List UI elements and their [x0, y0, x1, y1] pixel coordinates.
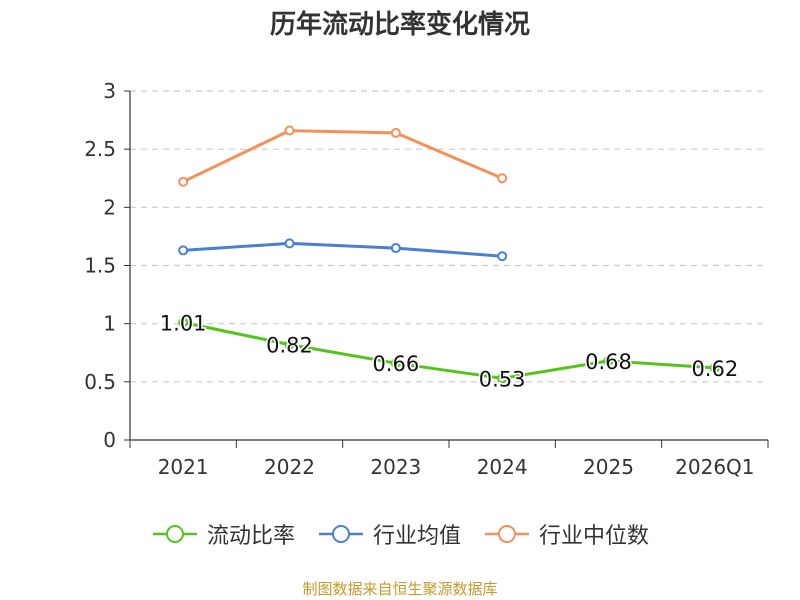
chart-title: 历年流动比率变化情况: [269, 10, 530, 40]
data-point: [178, 176, 189, 187]
legend-marker-industry-mean: [318, 525, 363, 543]
data-point: [178, 317, 189, 328]
legend-marker-current-ratio: [152, 525, 197, 543]
legend-item-current-ratio[interactable]: 流动比率: [151, 518, 295, 550]
y-tick-label: 0.5: [84, 370, 116, 394]
legend-label-current-ratio: 流动比率: [206, 524, 295, 549]
data-point: [390, 358, 401, 369]
data-point: [497, 373, 508, 384]
legend-label-industry-mean: 行业均值: [372, 524, 461, 549]
data-label: 1.01: [160, 312, 207, 336]
y-tick-label: 2: [103, 195, 116, 219]
series-line-0: [182, 321, 715, 380]
legend-item-industry-mean[interactable]: 行业均值: [317, 518, 461, 550]
data-point: [390, 127, 401, 138]
data-label: 0.68: [585, 350, 632, 374]
legend-label-industry-median: 行业中位数: [539, 524, 650, 549]
data-point: [284, 238, 295, 249]
x-tick-label: 2025: [583, 455, 634, 479]
x-tick-label: 2026Q1: [675, 455, 754, 479]
data-point: [497, 173, 508, 184]
data-label: 0.53: [479, 367, 526, 391]
data-point: [709, 362, 720, 373]
chart-legend: 流动比率 行业均值 行业中位数: [0, 518, 800, 550]
data-point: [284, 125, 295, 136]
data-label: 0.82: [266, 334, 313, 358]
legend-marker-industry-median: [485, 525, 529, 543]
data-label: 0.66: [372, 352, 419, 376]
data-label: 0.62: [691, 357, 738, 381]
data-point: [603, 355, 614, 366]
y-tick-label: 1.5: [84, 254, 116, 278]
data-point: [497, 251, 508, 262]
data-point: [390, 243, 401, 254]
data-point: [178, 245, 189, 256]
data-point: [284, 339, 295, 350]
x-tick-label: 2022: [264, 455, 315, 479]
y-tick-label: 1: [103, 312, 116, 336]
x-tick-label: 2024: [477, 455, 528, 479]
series-line-2: [182, 129, 503, 184]
series-line-1: [183, 241, 503, 258]
y-tick-label: 3: [103, 79, 116, 103]
y-tick-label: 2.5: [84, 137, 116, 161]
y-tick-label: 0: [103, 428, 116, 452]
x-tick-label: 2023: [370, 455, 421, 479]
x-tick-label: 2021: [158, 455, 209, 479]
legend-item-industry-median[interactable]: 行业中位数: [483, 518, 649, 550]
data-source-note: 制图数据来自恒生聚源数据库: [302, 580, 498, 598]
